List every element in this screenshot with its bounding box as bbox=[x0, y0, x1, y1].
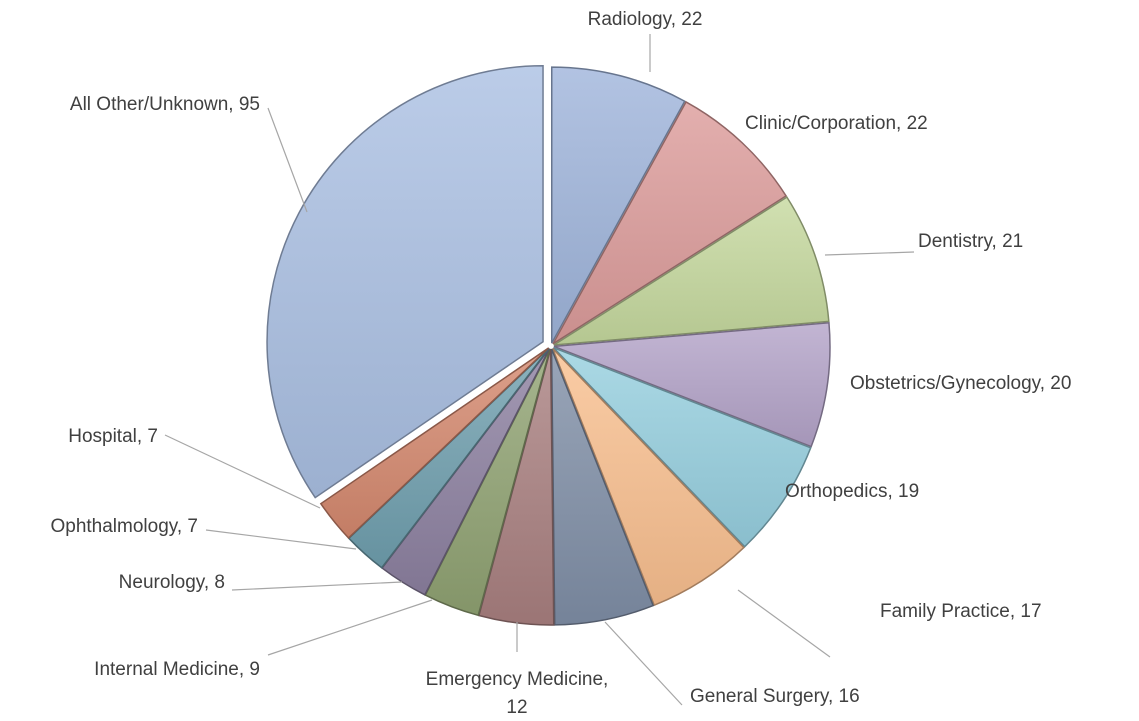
data-label: Obstetrics/Gynecology, 20 bbox=[850, 373, 1071, 394]
label-line: 12 bbox=[506, 697, 527, 718]
leader-line bbox=[267, 107, 308, 213]
leader-line bbox=[604, 621, 683, 706]
pie-slice bbox=[266, 65, 544, 499]
pie-slice bbox=[550, 66, 686, 344]
data-label: Clinic/Corporation, 22 bbox=[745, 113, 928, 134]
leader-line bbox=[737, 589, 831, 658]
pie-slice bbox=[552, 346, 812, 548]
pie-slice bbox=[319, 347, 550, 540]
pie-slice bbox=[478, 348, 555, 626]
pie-slice bbox=[552, 100, 788, 345]
data-label: Dentistry, 21 bbox=[918, 231, 1023, 252]
label-line: Emergency Medicine, bbox=[426, 669, 609, 690]
data-label: Radiology, 22 bbox=[588, 9, 703, 30]
data-label: Ophthalmology, 7 bbox=[50, 516, 198, 537]
leader-line bbox=[205, 529, 357, 550]
data-label: Hospital, 7 bbox=[68, 426, 158, 447]
data-label: Emergency Medicine, 12 bbox=[426, 669, 609, 718]
data-label: Internal Medicine, 9 bbox=[94, 659, 260, 680]
data-label: General Surgery, 16 bbox=[690, 686, 860, 707]
pie-slice bbox=[553, 196, 830, 346]
data-label: All Other/Unknown, 95 bbox=[70, 94, 260, 115]
leader-line bbox=[824, 251, 915, 256]
pie-slice bbox=[551, 348, 745, 607]
leader-line bbox=[267, 599, 433, 656]
pie-slice bbox=[550, 348, 655, 626]
data-label: Neurology, 8 bbox=[119, 572, 225, 593]
leader-line bbox=[231, 581, 403, 591]
pie-slice bbox=[553, 321, 831, 448]
data-label: Family Practice, 17 bbox=[880, 601, 1042, 622]
data-label: Orthopedics, 19 bbox=[785, 481, 919, 502]
leader-line bbox=[164, 434, 321, 509]
